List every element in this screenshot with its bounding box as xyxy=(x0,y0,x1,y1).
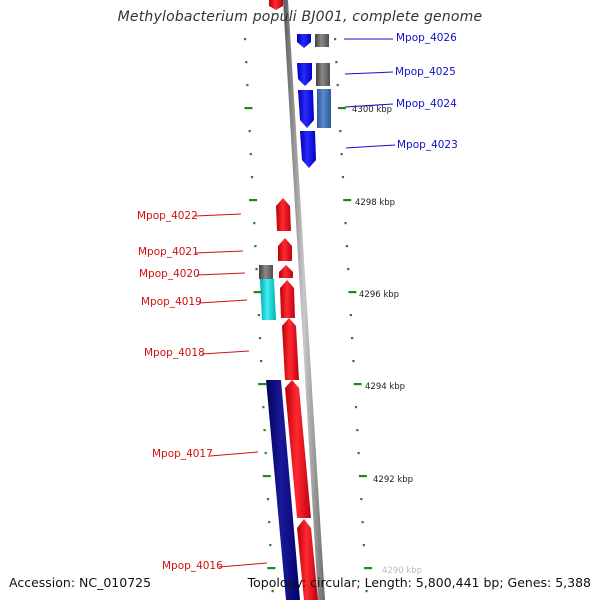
scale-tick-outer xyxy=(351,337,354,340)
diagram-title: Methylobacterium populi BJ001, complete … xyxy=(117,9,483,25)
topology-text: Topology: circular; Length: 5,800,441 bp… xyxy=(247,575,591,590)
leader-lines xyxy=(194,38,396,568)
gene-arrow-mpop-4023[interactable] xyxy=(300,131,316,168)
scale-tick-outer xyxy=(336,84,339,87)
scale-tick-inner xyxy=(245,61,248,64)
accession-text: Accession: NC_010725 xyxy=(9,575,152,590)
scale-tick-outer xyxy=(337,107,346,110)
gene-arrow-mpop-4021[interactable] xyxy=(278,238,292,261)
scale-tick-inner xyxy=(248,130,251,133)
gene-label-mpop-4019[interactable]: Mpop_4019 xyxy=(141,296,202,308)
scale-tick-outer xyxy=(349,314,352,317)
scale-tick-outer xyxy=(343,199,352,202)
gene-arrow-mpop-4022[interactable] xyxy=(276,198,291,231)
scale-tick-inner xyxy=(246,84,249,87)
scale-label-4290: 4290 kbp xyxy=(382,566,423,576)
scale-label-4296: 4296 kbp xyxy=(359,290,400,300)
scale-tick-inner xyxy=(258,383,267,386)
scale-tick-inner xyxy=(262,475,271,478)
gene-arrow-mpop-4019[interactable] xyxy=(280,280,295,318)
scale-tick-inner xyxy=(244,38,247,41)
scale-tick-outer xyxy=(362,544,366,547)
scale-label-4298: 4298 kbp xyxy=(355,198,396,208)
scale-tick-inner xyxy=(266,498,270,501)
gene-arrow-mpop-4017[interactable] xyxy=(285,380,311,518)
scale-label-4292: 4292 kbp xyxy=(373,475,414,485)
scale-tick-outer xyxy=(334,38,337,41)
gene-arrow-mpop-4026[interactable] xyxy=(297,34,311,48)
gene-label-mpop-4016[interactable]: Mpop_4016 xyxy=(162,560,223,572)
scale-tick-inner xyxy=(257,314,260,317)
scale-tick-outer xyxy=(345,245,348,248)
gene-label-mpop-4024[interactable]: Mpop_4024 xyxy=(396,98,457,110)
scale-tick-outer xyxy=(360,498,363,501)
scale-tick-inner xyxy=(263,429,266,432)
scale-tick-inner xyxy=(249,153,252,156)
gene-arrow-mpop-4025[interactable] xyxy=(297,63,312,86)
scale-tick-outer xyxy=(339,130,342,133)
scale-tick-inner xyxy=(269,544,272,547)
gene-arrow-partial-top[interactable] xyxy=(269,0,283,10)
gene-arrow-mpop-4018[interactable] xyxy=(282,318,299,380)
scale-tick-inner xyxy=(244,107,253,110)
rna-block-4019[interactable] xyxy=(260,279,276,320)
scale-tick-outer xyxy=(347,268,350,271)
scale-tick-inner xyxy=(260,360,263,363)
scale-tick-outer xyxy=(341,176,345,179)
feature-block-4024[interactable] xyxy=(317,89,331,128)
scale-tick-outer xyxy=(344,222,347,225)
gene-label-mpop-4020[interactable]: Mpop_4020 xyxy=(139,268,200,280)
scale-tick-outer xyxy=(348,291,357,294)
scale-tick-inner xyxy=(250,176,254,179)
feature-block-4026[interactable] xyxy=(315,34,329,47)
gene-label-mpop-4021[interactable]: Mpop_4021 xyxy=(138,246,199,258)
gene-label-mpop-4022[interactable]: Mpop_4022 xyxy=(137,210,198,222)
scale-tick-outer xyxy=(357,452,360,455)
scale-tick-inner xyxy=(253,291,262,294)
scale-tick-inner xyxy=(249,199,258,202)
genome-backbone xyxy=(283,0,325,600)
scale-tick-inner xyxy=(258,337,262,340)
scale-tick-inner xyxy=(264,452,267,455)
scale-tick-outer xyxy=(358,475,367,478)
scale-tick-inner xyxy=(262,406,265,409)
scale-tick-outer xyxy=(352,360,355,363)
gene-label-mpop-4018[interactable]: Mpop_4018 xyxy=(144,347,205,359)
feature-block-4020[interactable] xyxy=(259,265,273,279)
gene-arrow-mpop-4024[interactable] xyxy=(298,90,314,128)
scale-tick-outer xyxy=(353,383,362,386)
gene-arrow-mpop-4016[interactable] xyxy=(297,519,318,600)
gene-label-mpop-4026[interactable]: Mpop_4026 xyxy=(396,32,457,44)
scale-tick-outer xyxy=(356,429,359,432)
gene-label-mpop-4023[interactable]: Mpop_4023 xyxy=(397,139,458,151)
scale-tick-outer xyxy=(365,590,368,593)
scale-label-4300: 4300 kbp xyxy=(352,105,393,115)
gene-arrow-mpop-4020[interactable] xyxy=(279,265,293,278)
scale-tick-outer xyxy=(340,153,343,156)
scale-tick-inner xyxy=(253,222,256,225)
scale-tick-outer xyxy=(361,521,364,524)
scale-tick-outer xyxy=(354,406,358,409)
scale-ticks xyxy=(244,38,373,593)
feature-block-4017[interactable] xyxy=(266,380,300,600)
feature-block-4025[interactable] xyxy=(316,63,330,86)
scale-tick-inner xyxy=(271,590,274,593)
scale-tick-outer xyxy=(335,61,338,64)
scale-tick-inner xyxy=(267,567,276,570)
gene-label-mpop-4017[interactable]: Mpop_4017 xyxy=(152,448,213,460)
scale-tick-inner xyxy=(254,245,257,248)
scale-label-4294: 4294 kbp xyxy=(365,382,406,392)
gene-label-mpop-4025[interactable]: Mpop_4025 xyxy=(395,66,456,78)
scale-tick-inner xyxy=(268,521,271,524)
scale-tick-inner xyxy=(255,268,258,271)
scale-tick-outer xyxy=(364,567,373,570)
